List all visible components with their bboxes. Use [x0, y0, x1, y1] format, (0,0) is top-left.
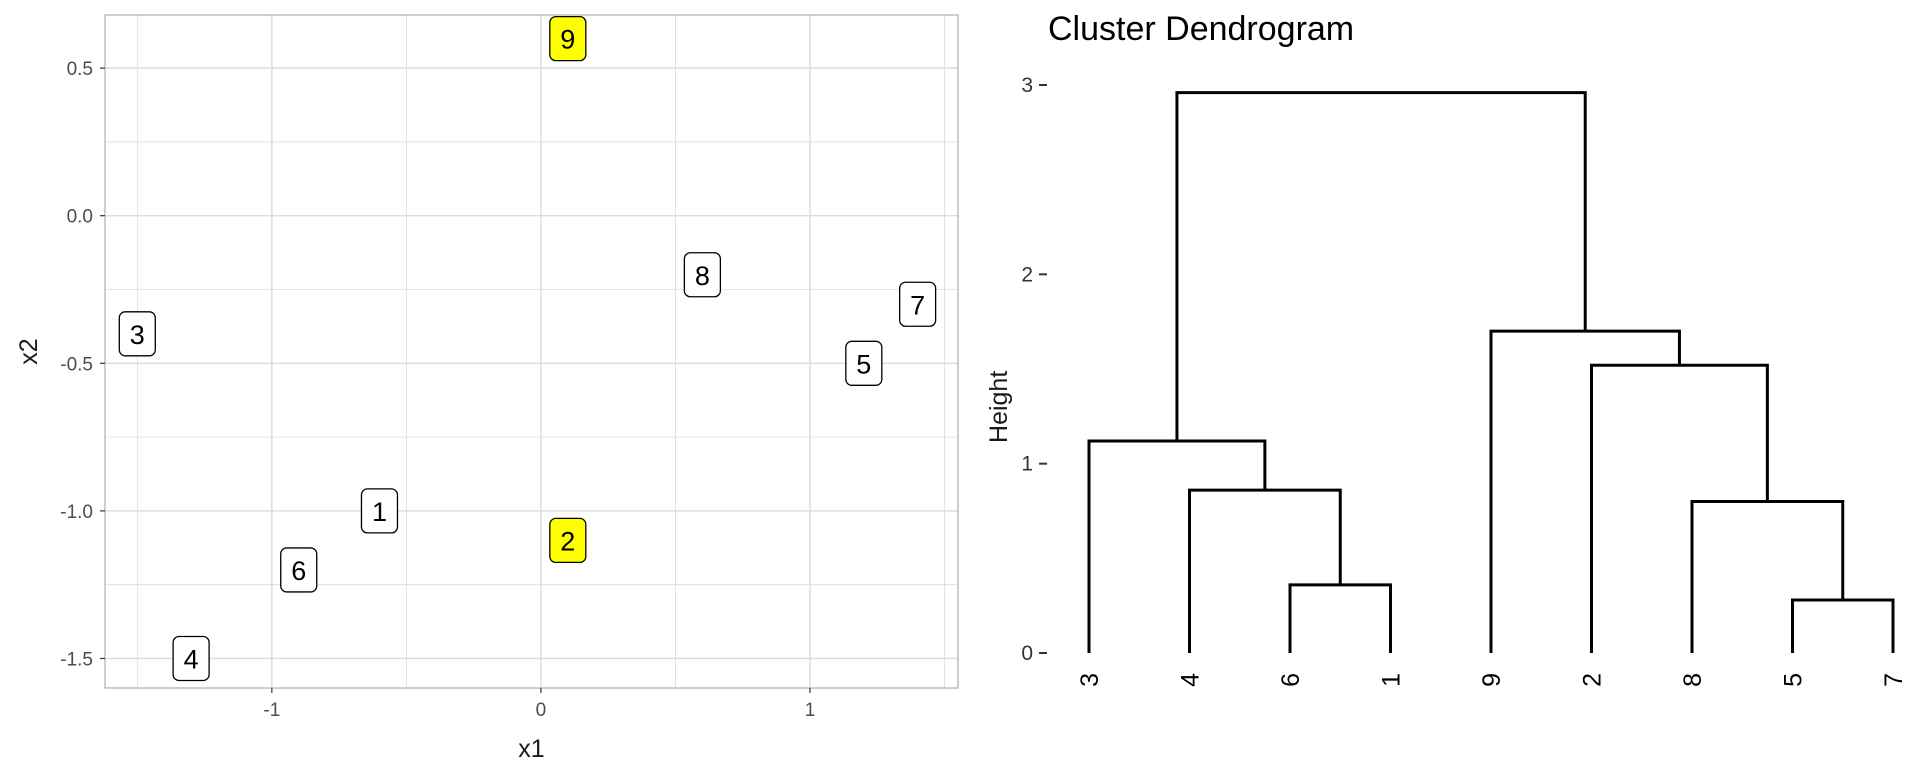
point-label-text: 4: [184, 644, 199, 674]
point-label-4: 4: [172, 635, 210, 682]
dendrogram-y-tick-label: 0: [1021, 642, 1033, 665]
dendrogram-y-axis-title: Height: [985, 371, 1013, 443]
point-label-7: 7: [898, 281, 937, 327]
point-label-3: 3: [118, 311, 156, 357]
point-label-text: 5: [856, 349, 871, 379]
dendrogram-leaf-label: 2: [1579, 673, 1607, 687]
y-tick-label: -1.0: [60, 502, 93, 523]
point-label-text: 7: [910, 290, 925, 320]
point-label-box: [280, 547, 318, 593]
y-tick-label: -1.5: [60, 649, 93, 670]
dendrogram-leaf-label: 4: [1177, 673, 1205, 687]
x-axis-title: x1: [518, 735, 544, 763]
x-tick-label: 1: [805, 700, 816, 721]
dendrogram-title: Cluster Dendrogram: [1048, 10, 1354, 48]
point-label-box: [172, 635, 210, 682]
dendrogram-branch: [1791, 598, 1895, 653]
dendrogram-y-tick-label: 2: [1021, 263, 1033, 286]
dendrogram-leaf-label: 1: [1378, 673, 1406, 687]
point-label-box: [898, 281, 937, 327]
point-label-text: 2: [560, 526, 575, 556]
dendrogram-leaf-label: 3: [1076, 673, 1104, 687]
x-tick-label: 0: [536, 700, 547, 721]
scatter-points: 1 2 3 4 5 6 7 8 9: [118, 15, 937, 682]
dendrogram-branch: [1489, 329, 1681, 653]
dendrogram-branch: [1188, 488, 1342, 653]
point-label-text: 6: [291, 556, 306, 586]
scatter-plot: -1 0 1 0.5 0.0 -0.5 -1.0 -1.5 1 2 3 4 5 6 7 8 9 x1 x2: [15, 14, 959, 763]
dendrogram-leaf-label: 9: [1478, 673, 1506, 687]
point-label-box: [549, 15, 587, 62]
y-tick-label: -0.5: [60, 354, 93, 375]
point-label-text: 3: [130, 320, 145, 350]
scatter-gridlines: [105, 15, 958, 688]
point-label-2: 2: [549, 517, 587, 564]
dendrogram-leaf-labels: 3 4 6 1 9 2 8 5 7: [1076, 673, 1908, 687]
dendrogram-leaf-label: 6: [1277, 673, 1305, 687]
scatter-panel-border: [104, 14, 959, 689]
dendrogram-leaf-label: 8: [1679, 673, 1707, 687]
dendrogram-branch: [1288, 583, 1392, 653]
dendrogram-y-tick-label: 1: [1021, 453, 1033, 476]
scatter-axis-ticks: -1 0 1 0.5 0.0 -0.5 -1.0 -1.5: [60, 59, 815, 721]
dendrogram-branch: [1175, 91, 1587, 441]
point-label-text: 8: [695, 261, 710, 291]
dendrogram-leaf-label: 5: [1780, 673, 1808, 687]
point-label-box: [549, 517, 587, 564]
point-label-8: 8: [683, 252, 722, 298]
dendrogram-y-tick-label: 3: [1021, 74, 1033, 97]
x-tick-label: -1: [263, 700, 280, 721]
point-label-box: [683, 252, 722, 298]
y-axis-title: x2: [15, 338, 43, 364]
point-label-text: 1: [372, 497, 387, 527]
point-label-box: [360, 488, 399, 534]
dendrogram-branches: [1087, 91, 1895, 653]
dendrogram-y-axis: 0 1 2 3: [1021, 74, 1047, 665]
point-label-6: 6: [280, 547, 318, 593]
y-tick-label: 0.0: [67, 207, 93, 228]
dendrogram-branch: [1087, 439, 1267, 653]
point-label-text: 9: [560, 25, 575, 55]
point-label-5: 5: [845, 340, 883, 386]
y-tick-label: 0.5: [67, 59, 93, 80]
dendrogram-branch: [1590, 363, 1769, 653]
point-label-9: 9: [549, 15, 587, 62]
dendrogram-branch: [1690, 500, 1845, 653]
point-label-1: 1: [360, 488, 399, 534]
point-label-box: [118, 311, 156, 357]
dendrogram-leaf-label: 7: [1880, 673, 1908, 687]
point-label-box: [845, 340, 883, 386]
